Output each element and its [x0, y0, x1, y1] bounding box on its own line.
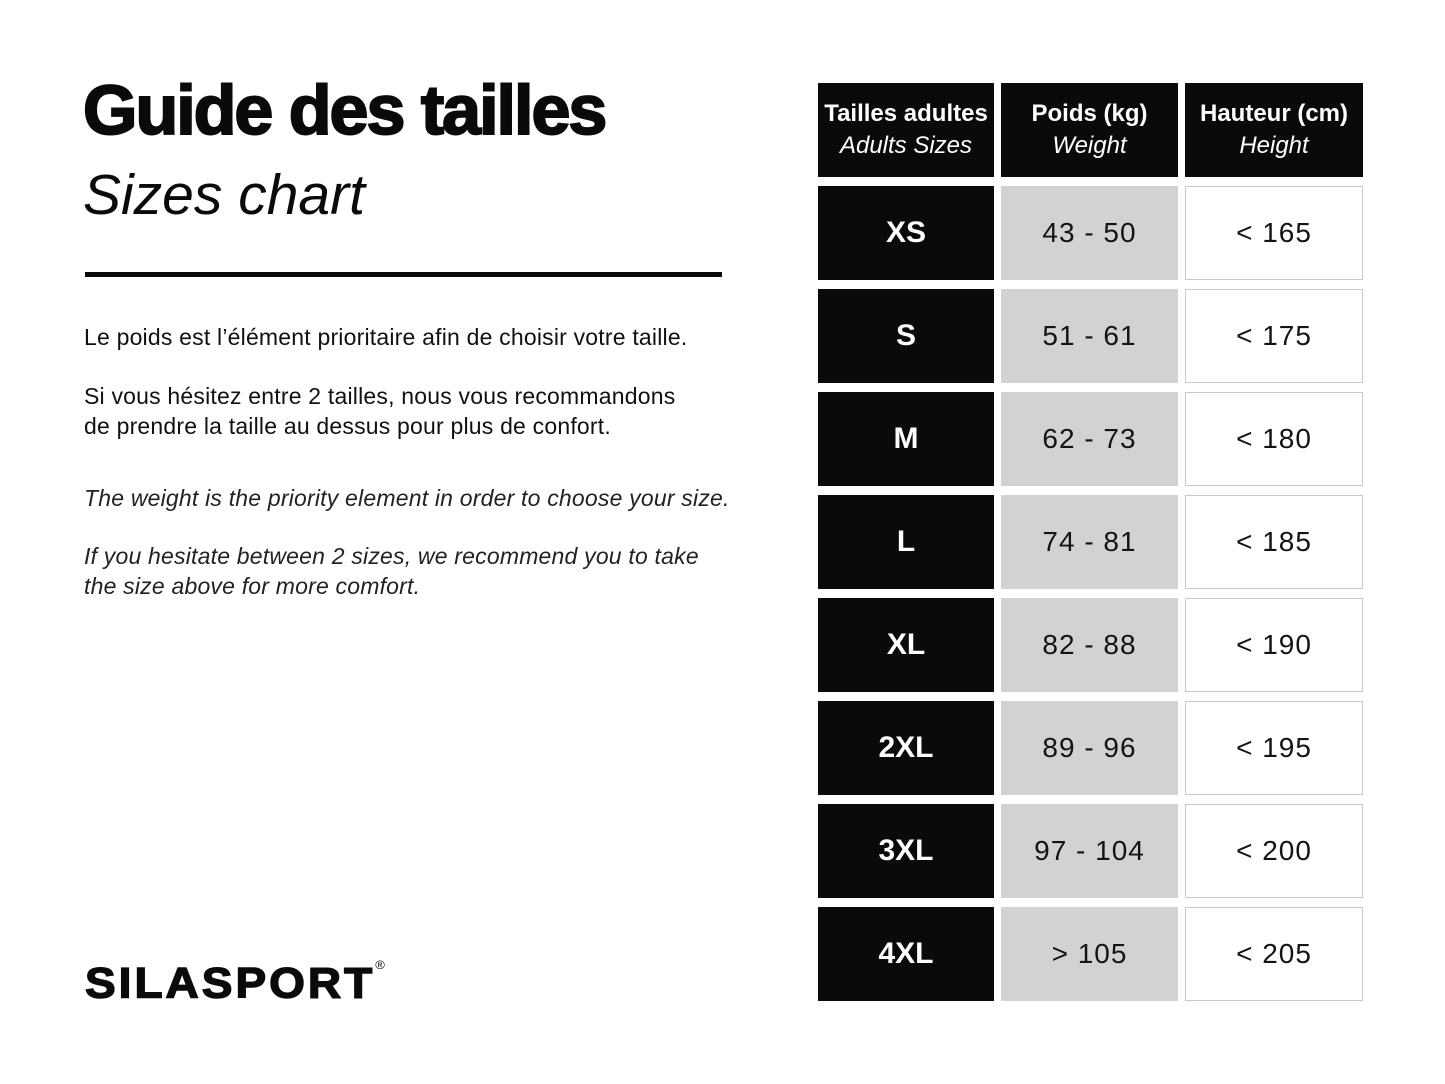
size-cell: 2XL: [818, 701, 994, 795]
weight-cell: 62 - 73: [1001, 392, 1178, 486]
paragraph-en-hesitate: If you hesitate between 2 sizes, we reco…: [84, 541, 699, 601]
page-subtitle: Sizes chart: [83, 163, 365, 227]
divider: [85, 272, 722, 277]
height-cell: < 180: [1185, 392, 1363, 486]
size-cell: 4XL: [818, 907, 994, 1001]
weight-cell: 89 - 96: [1001, 701, 1178, 795]
silasport-logo: SILASPORT®: [84, 958, 385, 1008]
registered-trademark-icon: ®: [375, 958, 385, 972]
paragraph-fr-weight: Le poids est l’élément prioritaire afin …: [84, 322, 687, 352]
size-cell: 3XL: [818, 804, 994, 898]
header-weight-en: Weight: [1052, 132, 1127, 159]
size-cell: M: [818, 392, 994, 486]
logo-text: SILASPORT: [84, 958, 376, 1007]
size-table: Tailles adultes Adults Sizes Poids (kg) …: [818, 83, 1363, 1001]
weight-cell: 82 - 88: [1001, 598, 1178, 692]
page-title: Guide des tailles: [82, 70, 608, 150]
height-cell: < 185: [1185, 495, 1363, 589]
weight-cell: 97 - 104: [1001, 804, 1178, 898]
size-cell: S: [818, 289, 994, 383]
header-weight: Poids (kg) Weight: [1001, 83, 1178, 177]
height-cell: < 190: [1185, 598, 1363, 692]
header-height: Hauteur (cm) Height: [1185, 83, 1363, 177]
size-cell: XS: [818, 186, 994, 280]
height-cell: < 175: [1185, 289, 1363, 383]
paragraph-line: The weight is the priority element in or…: [84, 485, 730, 511]
weight-cell: > 105: [1001, 907, 1178, 1001]
weight-cell: 43 - 50: [1001, 186, 1178, 280]
height-cell: < 205: [1185, 907, 1363, 1001]
paragraph-line: Le poids est l’élément prioritaire afin …: [84, 324, 688, 350]
header-weight-fr: Poids (kg): [1031, 99, 1148, 127]
header-sizes-en: Adults Sizes: [839, 132, 973, 159]
height-cell: < 165: [1185, 186, 1363, 280]
size-cell: XL: [818, 598, 994, 692]
size-cell: L: [818, 495, 994, 589]
paragraph-fr-hesitate: Si vous hésitez entre 2 tailles, nous vo…: [84, 381, 675, 441]
weight-cell: 74 - 81: [1001, 495, 1178, 589]
paragraph-line: de prendre la taille au dessus pour plus…: [84, 413, 611, 439]
paragraph-line: If you hesitate between 2 sizes, we reco…: [84, 543, 699, 569]
header-sizes: Tailles adultes Adults Sizes: [818, 83, 994, 177]
weight-cell: 51 - 61: [1001, 289, 1178, 383]
header-sizes-fr: Tailles adultes: [824, 99, 988, 127]
paragraph-en-weight: The weight is the priority element in or…: [84, 483, 730, 513]
header-height-en: Height: [1239, 132, 1309, 159]
paragraph-line: Si vous hésitez entre 2 tailles, nous vo…: [84, 383, 676, 409]
height-cell: < 200: [1185, 804, 1363, 898]
height-cell: < 195: [1185, 701, 1363, 795]
paragraph-line: the size above for more comfort.: [84, 573, 421, 599]
header-height-fr: Hauteur (cm): [1199, 99, 1349, 127]
